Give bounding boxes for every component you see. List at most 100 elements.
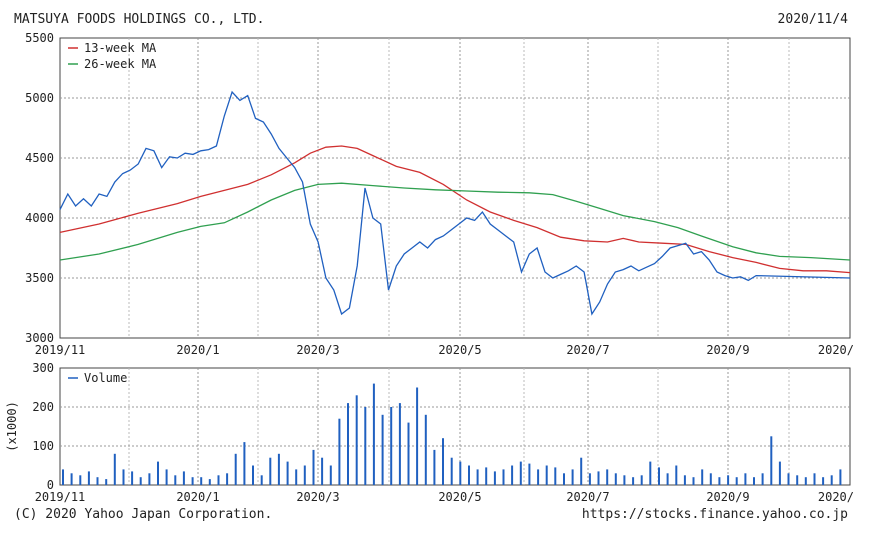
- volume-bar: [269, 457, 272, 485]
- volume-x-tick-label: 2020/1: [176, 490, 219, 504]
- price-y-tick-label: 5000: [25, 91, 54, 105]
- volume-bar: [770, 436, 773, 486]
- ma-line-13-week-ma: [59, 145, 851, 274]
- volume-x-tick-label: 2020/9: [706, 490, 749, 504]
- volume-bar: [226, 473, 229, 485]
- volume-bar: [87, 471, 90, 485]
- volume-bar: [623, 475, 626, 486]
- copyright-text: (C) 2020 Yahoo Japan Corporation.: [14, 507, 273, 522]
- volume-bar: [217, 475, 220, 486]
- volume-bar: [182, 471, 185, 485]
- volume-legend-label: Volume: [84, 371, 127, 385]
- volume-bar: [424, 414, 427, 485]
- volume-bar: [753, 477, 755, 485]
- volume-bar: [338, 418, 341, 485]
- volume-bar: [692, 477, 695, 485]
- price-x-tick-label: 2020/1: [176, 343, 219, 357]
- volume-x-tick-label: 2019/11: [35, 490, 86, 504]
- volume-bar: [839, 469, 842, 485]
- price-y-tick-label: 5500: [25, 31, 54, 45]
- volume-bar: [79, 475, 82, 486]
- volume-bar: [62, 469, 64, 485]
- volume-x-tick-label: 2020/: [818, 490, 854, 504]
- volume-bar: [459, 461, 462, 485]
- volume-bar: [597, 471, 600, 485]
- volume-bar: [70, 473, 73, 485]
- price-panel-frame: [59, 37, 851, 339]
- volume-bar: [778, 461, 781, 485]
- volume-bar: [277, 453, 280, 485]
- volume-bar: [519, 461, 522, 485]
- volume-bar: [416, 387, 419, 485]
- volume-bar: [545, 465, 548, 485]
- price-x-tick-label: 2019/11: [35, 343, 86, 357]
- volume-y-tick-label: 200: [32, 400, 54, 414]
- volume-bar: [96, 477, 99, 485]
- volume-bar: [822, 477, 825, 485]
- volume-bar: [554, 467, 557, 485]
- volume-bar: [537, 469, 540, 485]
- legend-label: 13-week MA: [84, 41, 157, 55]
- price-x-tick-label: 2020/3: [296, 343, 339, 357]
- volume-panel-frame: [59, 367, 851, 486]
- volume-bar: [614, 473, 617, 485]
- volume-bar: [787, 473, 790, 485]
- volume-bar: [588, 473, 591, 485]
- price-x-tick-label: 2020/: [818, 343, 854, 357]
- price-y-tick-label: 4000: [25, 211, 54, 225]
- volume-bar: [303, 465, 306, 485]
- volume-bar: [830, 475, 833, 486]
- volume-bar: [372, 383, 375, 485]
- volume-bar: [718, 477, 721, 485]
- price-x-tick-label: 2020/7: [566, 343, 609, 357]
- volume-x-tick-label: 2020/3: [296, 490, 339, 504]
- volume-bar: [286, 461, 289, 485]
- company-title: MATSUYA FOODS HOLDINGS CO., LTD.: [14, 12, 265, 27]
- volume-bar: [234, 453, 237, 485]
- volume-bar: [398, 403, 401, 485]
- volume-bar: [580, 457, 583, 485]
- volume-bar: [433, 449, 436, 485]
- volume-bar: [200, 477, 203, 485]
- volume-bar: [139, 477, 142, 485]
- volume-bar: [442, 438, 444, 485]
- volume-bar: [347, 403, 349, 485]
- volume-bar: [260, 475, 263, 486]
- volume-bar: [649, 461, 652, 485]
- price-y-tick-label: 4500: [25, 151, 54, 165]
- volume-bar: [493, 471, 496, 485]
- volume-bar: [165, 469, 168, 485]
- volume-bar: [243, 442, 246, 485]
- price-y-tick-label: 3500: [25, 271, 54, 285]
- volume-bar: [476, 469, 479, 485]
- volume-bar: [191, 477, 194, 485]
- volume-bar: [511, 465, 514, 485]
- volume-bar: [485, 467, 488, 485]
- volume-bar: [683, 475, 686, 486]
- volume-y-tick-label: 100: [32, 439, 54, 453]
- volume-bar: [148, 473, 151, 485]
- volume-bar: [796, 475, 799, 486]
- volume-bar: [390, 407, 393, 485]
- volume-bar: [122, 469, 125, 485]
- volume-y-tick-label: 0: [47, 478, 54, 492]
- volume-bar: [105, 479, 108, 485]
- volume-bar: [321, 457, 324, 485]
- volume-bar: [813, 473, 816, 485]
- volume-bar: [727, 475, 730, 486]
- volume-bar: [252, 465, 254, 485]
- volume-bar: [709, 473, 712, 485]
- volume-bar: [174, 475, 177, 486]
- price-x-tick-label: 2020/5: [438, 343, 481, 357]
- volume-bar: [364, 407, 367, 485]
- volume-bar: [528, 463, 531, 485]
- ma-line-26-week-ma: [59, 182, 851, 261]
- volume-bar: [450, 457, 453, 485]
- source-url[interactable]: https://stocks.finance.yahoo.co.jp: [581, 507, 848, 522]
- volume-bar: [468, 465, 470, 485]
- volume-bar: [131, 471, 134, 485]
- volume-bar: [407, 422, 410, 485]
- volume-bar: [744, 473, 747, 485]
- volume-bar: [804, 477, 807, 485]
